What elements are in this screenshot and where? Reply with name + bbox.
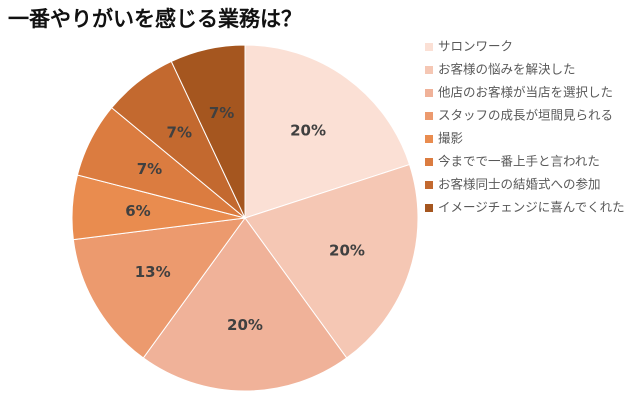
pie-slice	[170, 44, 246, 219]
legend-swatch	[425, 89, 433, 97]
slice-label: 7%	[209, 104, 234, 122]
pie-slice	[142, 217, 348, 392]
slice-label: 20%	[290, 122, 326, 140]
legend-label: 今までで一番上手と言われた	[438, 154, 600, 169]
legend-swatch	[425, 112, 433, 120]
legend-label: サロンワーク	[438, 39, 513, 54]
chart-title: 一番やりがいを感じる業務は？	[8, 7, 302, 31]
legend-swatch	[425, 158, 433, 166]
slice-label: 13%	[135, 263, 171, 281]
legend-label: 他店のお客様が当店を選択した	[438, 85, 613, 100]
slice-label: 6%	[125, 202, 150, 220]
legend-label: イメージチェンジに喜んでくれた	[438, 200, 625, 215]
legend-label: お客様同士の結婚式への参加	[438, 177, 601, 192]
legend-label: 撮影	[438, 131, 464, 146]
legend-label: お客様の悩みを解決した	[438, 62, 576, 77]
legend-label: スタッフの成長が垣間見られる	[438, 108, 613, 123]
legend-swatch	[425, 66, 433, 74]
slice-label: 7%	[137, 160, 162, 178]
legend-swatch	[425, 43, 433, 51]
slice-label: 20%	[329, 242, 365, 260]
pie-slice	[244, 163, 419, 359]
legend-swatch	[425, 135, 433, 143]
legend-swatch	[425, 204, 433, 212]
slice-label: 7%	[167, 124, 192, 142]
pie-slice	[72, 217, 247, 359]
slice-label: 20%	[227, 316, 263, 334]
pie-slice	[244, 44, 411, 219]
legend-swatch	[425, 181, 433, 189]
